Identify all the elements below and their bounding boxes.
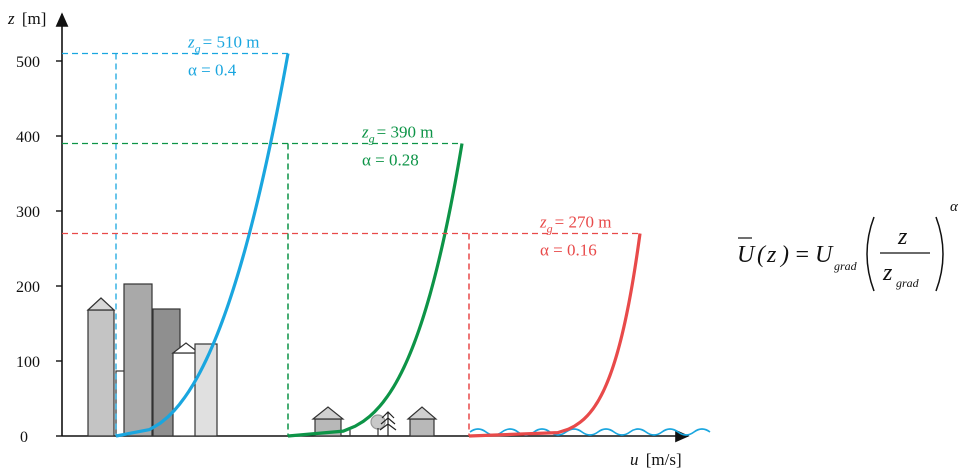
- power-law-equation: U ( z ) = U grad z z grad α: [737, 199, 959, 292]
- building: [87, 309, 115, 437]
- house: [409, 418, 435, 437]
- equation-equals: =: [794, 242, 810, 268]
- wind-profile-curve: [287, 143, 464, 438]
- y-tick-label: 100: [16, 354, 40, 371]
- wind-profile-curve: [115, 53, 290, 438]
- suburban-houses: [311, 406, 438, 437]
- building-roof: [171, 342, 201, 354]
- y-tick-label: 300: [16, 204, 40, 221]
- alpha-label: α = 0.28: [362, 151, 419, 170]
- alpha-label: α = 0.4: [188, 61, 237, 80]
- y-tick-label: 0: [20, 429, 28, 446]
- y-ticks: 0 100 200 300 400 500: [16, 54, 62, 446]
- equation-big-paren-right: [935, 216, 944, 292]
- equation-lhs-arg: z: [766, 242, 777, 268]
- wind-profile-curve: [468, 233, 642, 438]
- equation-denominator: z: [882, 260, 893, 286]
- equation-denominator-sub: grad: [896, 276, 920, 290]
- y-tick-label: 500: [16, 54, 40, 71]
- profiles: zg = 510 m α = 0.4 zg = 390 m α = 0.28 zg =…: [62, 33, 642, 438]
- pine-tree: [379, 411, 397, 436]
- equation-numerator: z: [897, 224, 908, 250]
- house-roof: [311, 406, 345, 420]
- equation-coef: U: [815, 242, 834, 268]
- equation-big-paren-left: [866, 216, 875, 292]
- gradient-height-label: zg = 390 m: [361, 123, 433, 146]
- profile-suburban: zg = 390 m α = 0.28: [62, 123, 464, 438]
- gradient-height-label: zg = 510 m: [187, 33, 259, 56]
- y-axis-label: z [m]: [7, 9, 46, 28]
- equation-lhs: U: [737, 242, 756, 268]
- alpha-label: α = 0.16: [540, 241, 597, 260]
- house-roof: [406, 406, 438, 420]
- y-tick-label: 200: [16, 279, 40, 296]
- gradient-height-label: zg = 270 m: [539, 213, 611, 236]
- x-axis-label: u [m/s]: [630, 450, 682, 469]
- equation-paren-open: (: [757, 242, 767, 268]
- equation-coef-sub: grad: [834, 259, 858, 273]
- profile-city: zg = 510 m α = 0.4: [62, 33, 290, 438]
- y-tick-label: 400: [16, 129, 40, 146]
- building: [194, 343, 218, 437]
- city-buildings: [86, 283, 218, 437]
- sea-waves: [469, 428, 711, 436]
- equation-exponent: α: [950, 199, 959, 215]
- equation-paren-close: ): [779, 242, 789, 268]
- building-roof: [86, 297, 116, 311]
- building: [123, 283, 153, 437]
